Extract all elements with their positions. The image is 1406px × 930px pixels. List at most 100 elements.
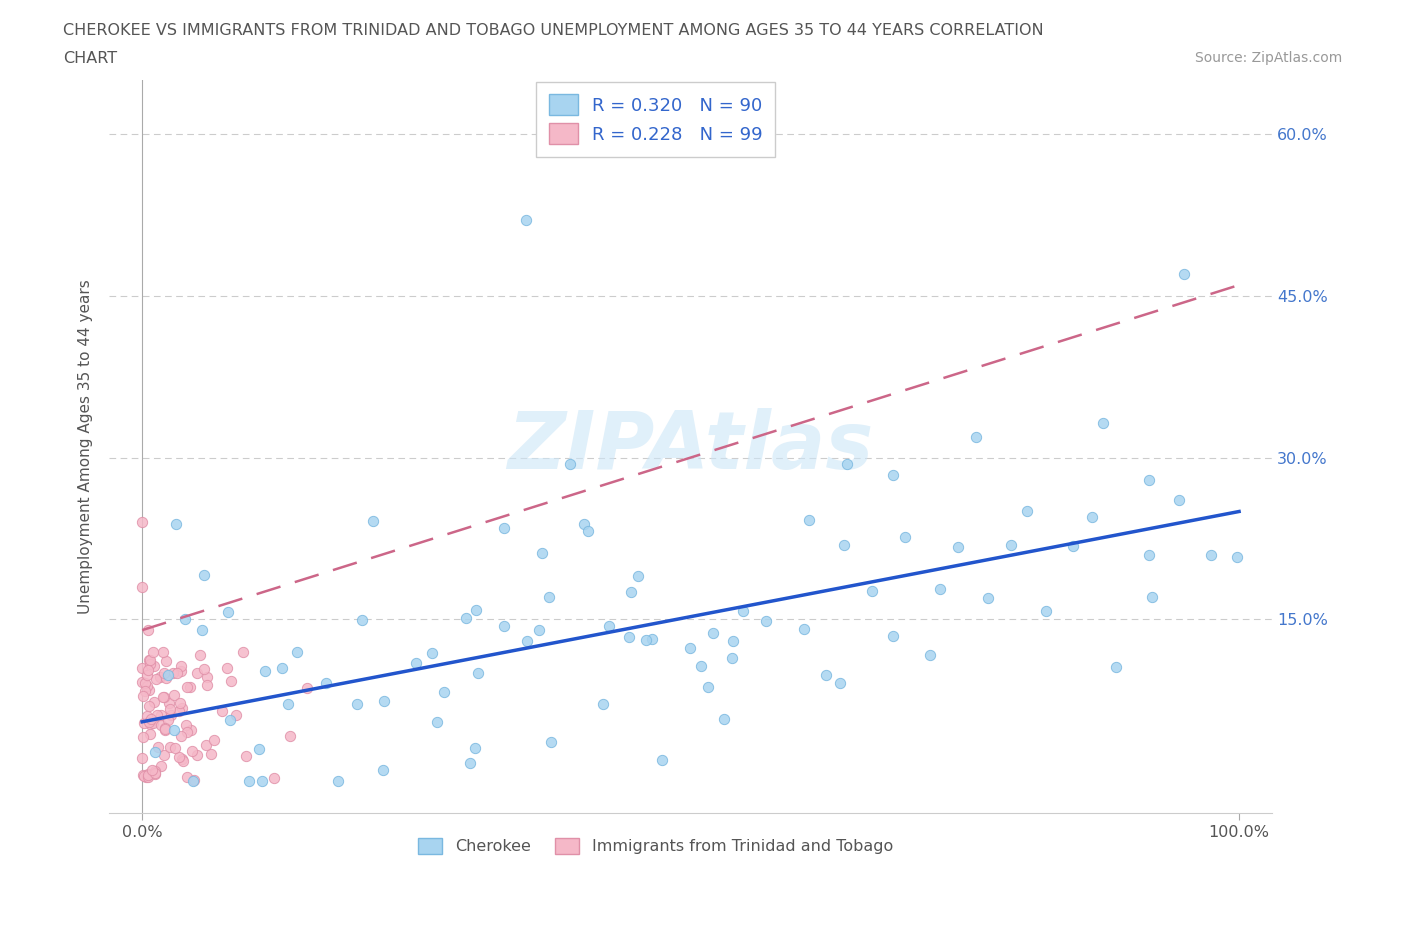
Point [152, 748, 174, 763]
Point [574, 517, 596, 532]
Point [225, 708, 247, 723]
Point [458, 755, 481, 770]
Point [636, 632, 658, 647]
Point [882, 629, 904, 644]
Point [433, 685, 456, 700]
Point [169, 658, 191, 673]
Point [159, 702, 181, 717]
Point [143, 765, 166, 780]
Point [143, 694, 166, 709]
Point [405, 655, 427, 670]
Point [131, 675, 153, 690]
Point [217, 604, 239, 619]
Point [721, 651, 744, 666]
Point [837, 457, 859, 472]
Point [592, 697, 614, 711]
Point [136, 662, 159, 677]
Point [136, 768, 159, 783]
Point [191, 623, 214, 638]
Point [153, 721, 176, 736]
Point [169, 696, 191, 711]
Point [361, 513, 384, 528]
Point [142, 644, 165, 659]
Point [139, 717, 162, 732]
Point [139, 652, 162, 667]
Point [170, 751, 193, 766]
Point [160, 707, 183, 722]
Point [152, 644, 174, 659]
Point [202, 733, 225, 748]
Point [1226, 550, 1249, 565]
Point [157, 668, 180, 683]
Point [135, 709, 157, 724]
Point [713, 711, 735, 726]
Point [515, 213, 537, 228]
Point [1091, 416, 1114, 431]
Point [174, 718, 197, 733]
Point [170, 663, 193, 678]
Point [180, 723, 202, 737]
Point [540, 734, 562, 749]
Point [141, 711, 163, 726]
Point [755, 613, 778, 628]
Point [538, 590, 561, 604]
Point [181, 744, 204, 759]
Point [977, 591, 1000, 605]
Point [138, 714, 160, 729]
Point [287, 644, 309, 659]
Point [679, 641, 702, 656]
Point [346, 697, 368, 711]
Point [350, 613, 373, 628]
Point [141, 763, 163, 777]
Point [235, 749, 257, 764]
Point [1173, 267, 1195, 282]
Point [211, 704, 233, 719]
Point [560, 457, 582, 472]
Point [465, 602, 488, 617]
Point [627, 568, 650, 583]
Point [464, 740, 486, 755]
Point [1017, 504, 1039, 519]
Point [215, 661, 238, 676]
Point [253, 663, 276, 678]
Point [155, 654, 177, 669]
Text: ZIPAtlas: ZIPAtlas [508, 407, 873, 485]
Point [193, 662, 215, 677]
Point [132, 730, 155, 745]
Point [454, 611, 477, 626]
Point [143, 764, 166, 778]
Legend: Cherokee, Immigrants from Trinidad and Tobago: Cherokee, Immigrants from Trinidad and T… [412, 831, 900, 860]
Point [814, 667, 837, 682]
Point [134, 684, 156, 698]
Point [250, 774, 273, 789]
Point [200, 746, 222, 761]
Point [142, 658, 165, 673]
Point [157, 696, 180, 711]
Point [155, 723, 177, 737]
Point [148, 739, 170, 754]
Point [162, 688, 184, 703]
Point [731, 604, 754, 618]
Point [131, 579, 153, 594]
Point [138, 653, 160, 668]
Point [832, 538, 855, 553]
Point [165, 741, 187, 756]
Point [793, 621, 815, 636]
Point [620, 585, 643, 600]
Point [1035, 604, 1057, 618]
Point [149, 670, 172, 684]
Point [516, 633, 538, 648]
Point [131, 515, 153, 530]
Point [690, 658, 713, 673]
Point [143, 767, 166, 782]
Y-axis label: Unemployment Among Ages 35 to 44 years: Unemployment Among Ages 35 to 44 years [79, 279, 93, 614]
Point [193, 567, 215, 582]
Point [141, 715, 163, 730]
Point [152, 690, 174, 705]
Point [179, 679, 201, 694]
Point [1167, 493, 1189, 508]
Point [143, 744, 166, 759]
Point [167, 750, 190, 764]
Point [219, 673, 242, 688]
Point [797, 512, 820, 527]
